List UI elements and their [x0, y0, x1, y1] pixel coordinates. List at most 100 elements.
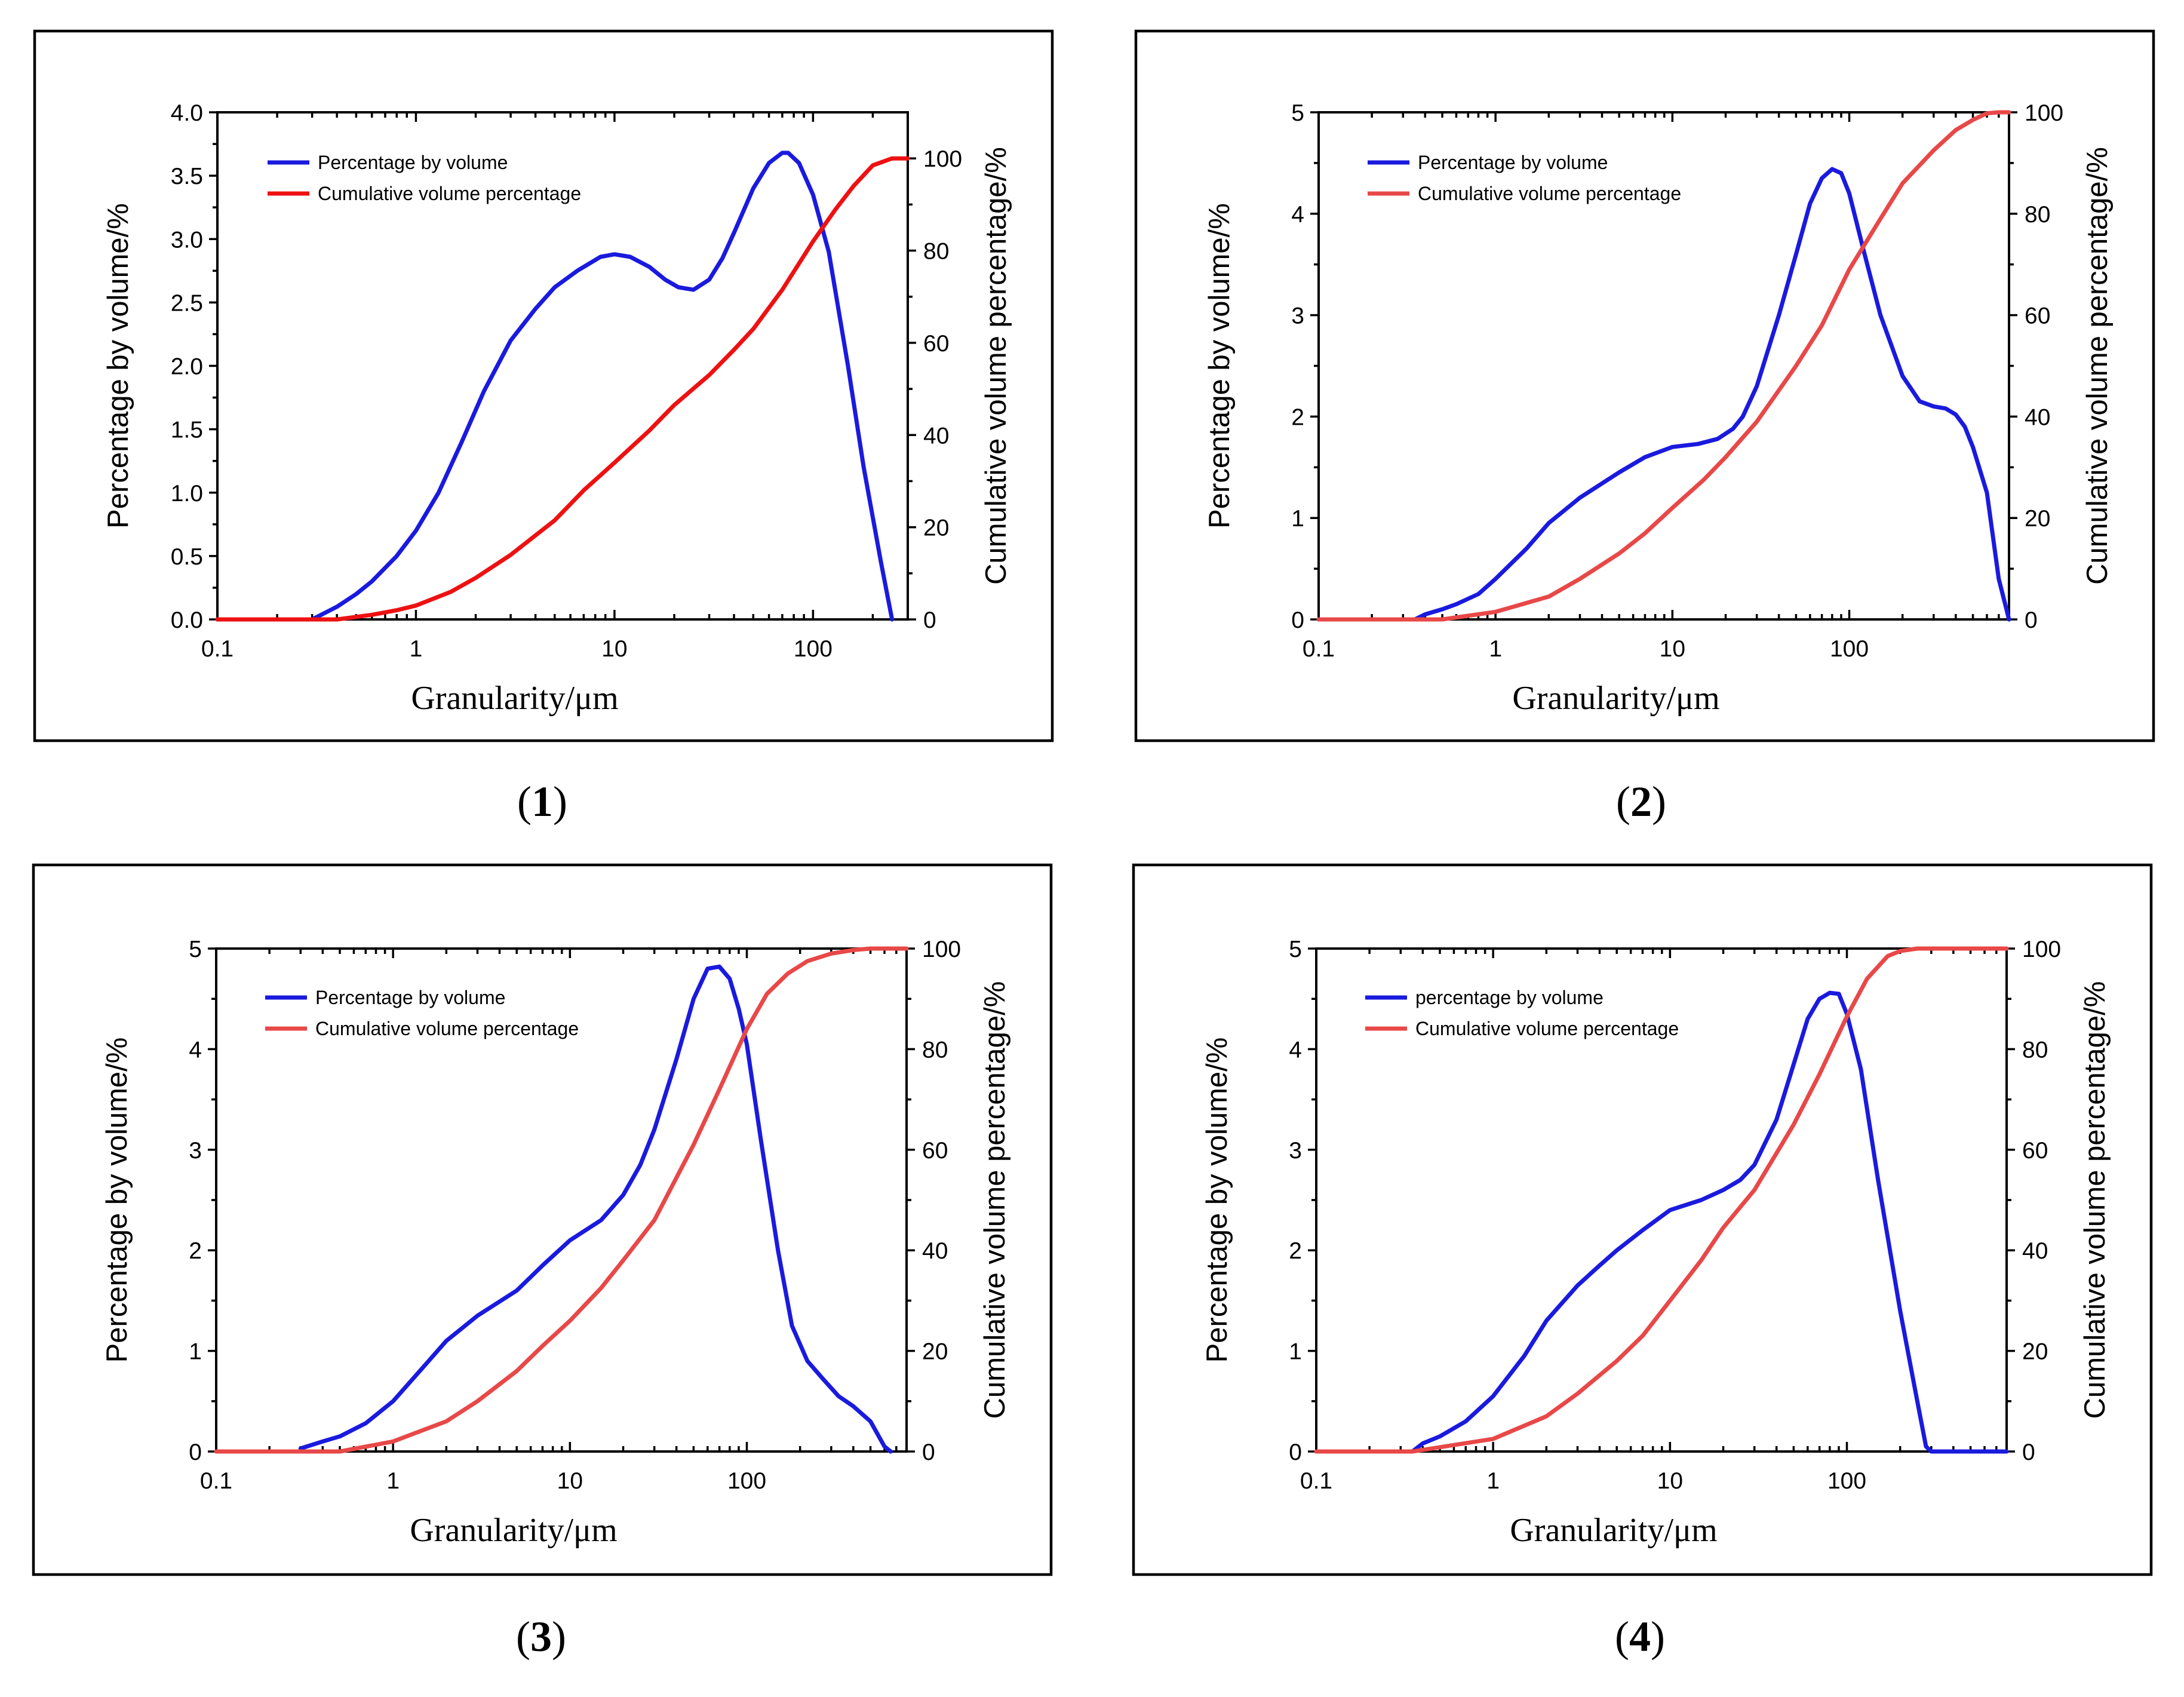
- y-right-tick-label: 40: [922, 1238, 948, 1264]
- chart-panel-3: 0.1 1 10 100 0 1 2 3 4 5 0 20 40 60 80 100 Granularity/μ…: [32, 863, 1053, 1661]
- y-left-tick-label: 5: [1291, 100, 1304, 126]
- y-right-tick-label: 20: [2025, 506, 2050, 532]
- series-volume-line: [1314, 990, 2009, 1454]
- panel-frame: [1132, 863, 2153, 1576]
- x-tick-label: 10: [557, 1468, 583, 1494]
- caption-number: 1: [532, 778, 553, 826]
- y-right-tick-label: 80: [923, 239, 949, 265]
- x-axis-title: Granularity/μm: [411, 680, 618, 717]
- y-right-axis-title: Cumulative volume percentage/%: [2081, 147, 2114, 585]
- y-right-tick-label: 20: [923, 515, 949, 541]
- legend-label: Percentage by volume: [318, 152, 508, 173]
- chart-panel-1: 0.1 1 10 100 0.0 0.5 1.0 1.5 2.0 2.5 3.0 3.5 4.0 0 20 4…: [33, 29, 1054, 826]
- y-left-tick-label: 3.0: [171, 227, 203, 253]
- y-left-axis-title: Percentage by volume/%: [1203, 203, 1236, 529]
- caption-open-paren: (: [516, 1613, 530, 1661]
- y-left-tick-label: 2.0: [171, 354, 203, 380]
- y-right-tick-label: 0: [2022, 1440, 2035, 1465]
- caption-close-paren: ): [1652, 778, 1666, 826]
- y-right-tick-label: 0: [923, 607, 936, 633]
- y-right-tick-label: 100: [2025, 100, 2063, 126]
- y-left-tick-label: 1: [1289, 1339, 1302, 1365]
- legend-label: Cumulative volume percentage: [1415, 1018, 1679, 1039]
- y-right-tick-label: 40: [2022, 1238, 2048, 1264]
- y-left-tick-label: 0.5: [171, 544, 203, 570]
- y-left-axis-title: Percentage by volume/%: [101, 1038, 133, 1363]
- panel-caption: (3): [516, 1613, 566, 1661]
- y-left-axis-title: Percentage by volume/%: [102, 203, 134, 529]
- y-left-tick-label: 0.0: [171, 607, 203, 633]
- x-axis-title: Granularity/μm: [410, 1512, 617, 1549]
- y-left-tick-label: 0: [189, 1440, 202, 1465]
- x-tick-label: 0.1: [1300, 1468, 1332, 1494]
- caption-number: 4: [1629, 1613, 1651, 1661]
- y-left-tick-label: 5: [1289, 937, 1302, 962]
- panel-caption: (4): [1615, 1613, 1665, 1661]
- y-right-tick-label: 80: [2022, 1037, 2048, 1063]
- x-tick-label: 1: [386, 1468, 400, 1494]
- y-right-axis-title: Cumulative volume percentage/%: [979, 981, 1011, 1419]
- x-axis-title: Granularity/μm: [1510, 1512, 1717, 1549]
- legend-label: percentage by volume: [1415, 987, 1604, 1008]
- x-tick-label: 0.1: [201, 636, 234, 662]
- y-right-tick-label: 40: [923, 423, 949, 449]
- y-right-tick-label: 100: [922, 937, 961, 962]
- x-tick-label: 0.1: [200, 1468, 232, 1494]
- y-left-tick-label: 3: [1289, 1138, 1302, 1164]
- caption-close-paren: ): [553, 778, 567, 826]
- panel-frame: [33, 29, 1054, 742]
- series-cumulative-line: [1316, 110, 2011, 622]
- y-left-tick-label: 1.0: [171, 481, 203, 507]
- x-tick-label: 100: [727, 1468, 766, 1494]
- y-left-tick-label: 4: [1289, 1037, 1302, 1063]
- legend-label: Cumulative volume percentage: [1418, 183, 1681, 204]
- y-left-tick-label: 2.5: [171, 290, 203, 316]
- series-volume-line: [215, 151, 895, 622]
- y-left-tick-label: 2: [1291, 404, 1304, 430]
- y-left-tick-label: 0: [1291, 607, 1304, 633]
- y-left-tick-label: 1: [189, 1339, 202, 1365]
- x-tick-label: 1: [410, 636, 423, 662]
- y-right-tick-label: 60: [923, 331, 949, 357]
- y-left-tick-label: 0: [1289, 1440, 1302, 1465]
- y-right-tick-label: 60: [2025, 303, 2050, 329]
- x-tick-label: 10: [601, 636, 627, 662]
- y-left-axis-title: Percentage by volume/%: [1201, 1038, 1233, 1363]
- y-left-tick-label: 4: [189, 1037, 202, 1063]
- y-left-tick-label: 1.5: [171, 418, 203, 443]
- caption-open-paren: (: [517, 778, 532, 826]
- caption-close-paren: ): [1651, 1613, 1665, 1661]
- x-tick-label: 1: [1486, 1468, 1500, 1494]
- x-axis-title: Granularity/μm: [1512, 680, 1719, 717]
- x-tick-label: 10: [1660, 636, 1685, 662]
- series-volume-line: [298, 964, 893, 1454]
- panel-frame: [32, 863, 1053, 1576]
- y-left-tick-label: 4: [1291, 202, 1304, 228]
- y-left-tick-label: 4.0: [171, 100, 203, 126]
- x-tick-label: 0.1: [1303, 636, 1335, 662]
- panel-frame: [1134, 29, 2155, 742]
- chart-panel-4: 0.1 1 10 100 0 1 2 3 4 5 0 20 40 60 80 100 Granularity/μ…: [1132, 863, 2153, 1661]
- y-right-tick-label: 60: [2022, 1138, 2048, 1164]
- y-right-tick-label: 80: [2025, 202, 2050, 228]
- y-right-axis-title: Cumulative volume percentage/%: [2079, 981, 2111, 1419]
- series-cumulative-line: [1314, 946, 2009, 1454]
- y-right-tick-label: 0: [2025, 607, 2038, 633]
- y-right-tick-label: 60: [922, 1138, 948, 1164]
- y-right-tick-label: 80: [922, 1037, 948, 1063]
- legend-label: Percentage by volume: [315, 987, 505, 1008]
- x-tick-label: 100: [1830, 636, 1869, 662]
- caption-open-paren: (: [1615, 1613, 1629, 1661]
- legend-label: Percentage by volume: [1418, 152, 1608, 173]
- y-left-tick-label: 3: [1291, 303, 1304, 329]
- panel-caption: (2): [1616, 778, 1666, 826]
- caption-open-paren: (: [1616, 778, 1630, 826]
- legend-label: Cumulative volume percentage: [318, 183, 581, 204]
- series-cumulative-line: [214, 946, 909, 1454]
- y-left-tick-label: 1: [1291, 506, 1304, 532]
- y-right-tick-label: 40: [2025, 404, 2050, 430]
- caption-number: 2: [1630, 778, 1652, 826]
- legend-label: Cumulative volume percentage: [315, 1018, 579, 1039]
- series-volume-line: [1316, 167, 2011, 622]
